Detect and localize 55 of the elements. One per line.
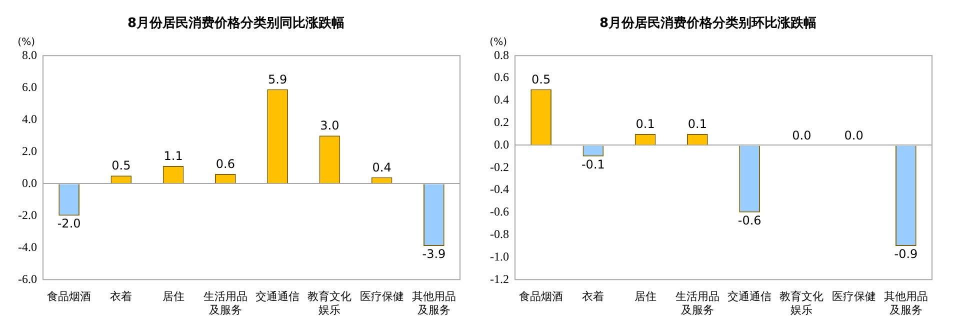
x-tick-label: 交通通信 [728,290,772,304]
y-axis-title: (%) [18,37,36,48]
data-label: 0.1 [636,117,655,132]
y-tick-label: 0.4 [494,92,509,107]
data-label: -0.9 [894,247,918,262]
data-label: 1.1 [164,149,183,164]
y-tick-label: 6.0 [22,80,37,94]
x-tick-label: 生活用品及服务 [675,290,720,316]
x-tick-label: 衣着 [110,290,132,304]
x-tick-label: 衣着 [582,290,604,304]
x-tick-label: 食品烟酒 [519,290,564,304]
data-label: 0.5 [532,72,551,86]
y-tick-label: 0.8 [494,48,509,62]
data-label: 0.4 [372,160,392,174]
data-label: 0.0 [844,128,864,142]
data-label: 0.6 [216,157,235,172]
y-tick-label: -4.0 [18,240,37,254]
y-tick-label: -1.2 [490,272,509,286]
y-tick-label: -1.0 [490,249,509,264]
y-tick-label: 2.0 [22,144,37,158]
data-label: 0.1 [688,117,707,132]
data-label: -3.9 [422,247,446,262]
data-label: 3.0 [320,118,340,133]
y-tick-label: 0.2 [494,114,509,129]
x-tick-label: 居住 [162,290,184,304]
data-label: 5.9 [268,72,288,86]
y-axis-title: (%) [490,37,508,48]
x-tick-label: 医疗保健 [832,290,876,304]
y-tick-label: 0.0 [22,176,37,190]
y-tick-label: 0.6 [494,70,509,84]
y-tick-label: -0.2 [490,160,509,174]
data-label: -0.6 [738,214,762,228]
x-tick-label: 其他用品及服务 [412,290,456,316]
data-label: -0.1 [581,158,605,172]
y-tick-label: 0.0 [494,137,509,152]
data-label: -2.0 [57,216,81,231]
y-tick-label: 4.0 [22,112,37,126]
x-tick-label: 交通通信 [256,290,300,304]
x-tick-label: 生活用品及服务 [203,290,248,316]
y-tick-label: -0.8 [490,226,509,241]
x-tick-label: 居住 [634,290,656,304]
y-tick-label: -0.4 [490,182,509,196]
x-tick-label: 食品烟酒 [47,290,92,304]
x-tick-label: 医疗保健 [360,290,404,304]
y-tick-label: -6.0 [18,272,37,286]
x-tick-label: 教育文化娱乐 [780,290,824,316]
chart-title: 8月份居民消费价格分类别环比涨跌幅 [599,16,817,32]
x-tick-label: 教育文化娱乐 [308,290,352,316]
chart-title: 8月份居民消费价格分类别同比涨跌幅 [127,16,345,32]
data-label: 0.0 [792,128,812,142]
y-tick-label: 8.0 [22,48,37,62]
y-tick-label: -0.6 [490,204,509,219]
x-tick-label: 其他用品及服务 [884,290,928,316]
data-label: 0.5 [112,158,131,173]
y-tick-label: -2.0 [18,208,37,222]
